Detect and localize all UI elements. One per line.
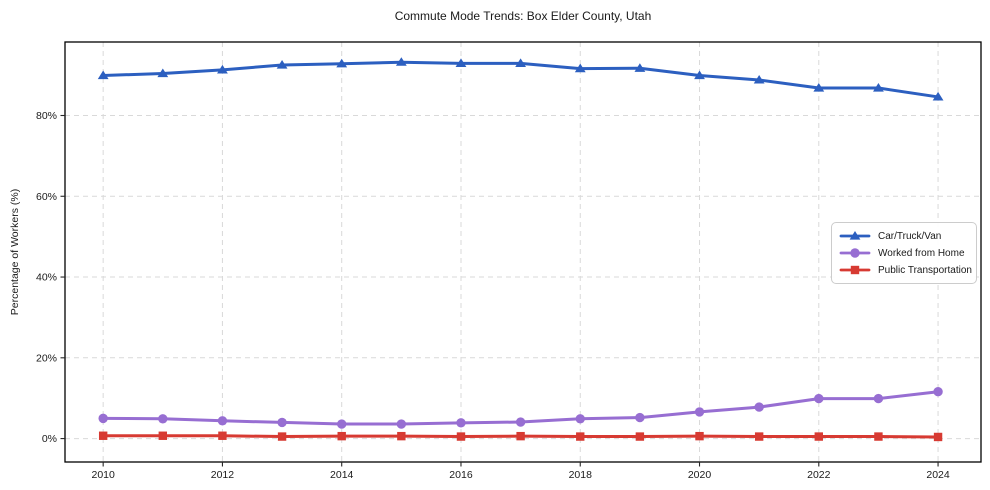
data-point-car-truck-van (694, 70, 705, 80)
data-point-public-transportation (695, 431, 704, 441)
data-point-public-transportation (337, 431, 346, 441)
data-point-worked-from-home (754, 402, 764, 412)
data-point-car-truck-van (813, 83, 825, 92)
y-tick-label: 40% (36, 272, 57, 284)
data-point-car-truck-van (515, 58, 527, 68)
data-point-car-truck-van (336, 58, 348, 68)
data-point-car-truck-van (395, 57, 407, 66)
data-point-car-truck-van (634, 63, 646, 72)
data-point-worked-from-home (158, 414, 168, 424)
data-point-public-transportation (158, 431, 168, 440)
data-point-public-transportation (576, 432, 585, 441)
square-line-marker-icon (839, 265, 871, 275)
data-point-worked-from-home (396, 419, 407, 429)
x-tick-label: 2020 (688, 469, 712, 481)
data-point-worked-from-home (277, 417, 287, 428)
data-point-public-transportation (933, 432, 943, 442)
x-tick-label: 2016 (449, 469, 473, 481)
data-point-public-transportation (456, 432, 466, 441)
data-point-car-truck-van (574, 63, 586, 73)
data-point-car-truck-van (873, 83, 884, 92)
legend: Car/Truck/Van Worked from Home Public Tr… (831, 222, 977, 284)
legend-glyph (849, 231, 861, 240)
data-point-worked-from-home (217, 416, 228, 426)
data-point-worked-from-home (575, 414, 585, 424)
data-point-public-transportation (397, 431, 406, 441)
data-point-public-transportation (814, 432, 823, 441)
data-point-worked-from-home (98, 413, 108, 424)
data-point-car-truck-van (276, 60, 288, 69)
legend-item-public-transportation: Public Transportation (839, 263, 972, 277)
legend-glyph (850, 248, 860, 258)
triangle-line-marker-icon (839, 231, 871, 240)
y-tick-label: 20% (36, 352, 57, 364)
axes-border (64, 41, 982, 463)
x-tick-label: 2022 (807, 469, 831, 481)
x-tick-label: 2012 (211, 469, 235, 481)
data-point-public-transportation (98, 431, 108, 440)
data-point-car-truck-van (753, 74, 765, 84)
data-point-worked-from-home (337, 419, 347, 429)
x-tick-label: 2010 (91, 469, 115, 481)
data-point-worked-from-home (456, 418, 466, 428)
data-point-worked-from-home (814, 393, 824, 404)
data-point-public-transportation (516, 431, 525, 441)
data-point-worked-from-home (933, 387, 943, 397)
data-point-car-truck-van (157, 68, 169, 78)
data-point-public-transportation (635, 432, 645, 441)
y-tick-label: 60% (36, 191, 57, 203)
data-point-car-truck-van (217, 64, 228, 74)
data-point-car-truck-van (97, 70, 109, 80)
data-point-public-transportation (754, 432, 764, 441)
data-point-worked-from-home (873, 393, 884, 404)
data-point-worked-from-home (694, 407, 705, 417)
legend-label: Car/Truck/Van (878, 230, 942, 242)
data-point-worked-from-home (515, 417, 526, 427)
data-point-public-transportation (874, 432, 883, 441)
legend-label: Worked from Home (878, 247, 965, 259)
x-tick-label: 2014 (330, 469, 354, 481)
data-point-car-truck-van (455, 58, 467, 68)
circle-line-marker-icon (839, 248, 871, 258)
legend-glyph (850, 265, 860, 275)
y-tick-label: 80% (36, 110, 57, 122)
chart-title: Commute Mode Trends: Box Elder County, U… (394, 9, 652, 23)
x-tick-label: 2018 (569, 469, 593, 481)
legend-label: Public Transportation (878, 264, 972, 276)
data-point-car-truck-van (932, 91, 944, 101)
y-tick-label: 0% (42, 433, 57, 445)
legend-item-car-truck-van: Car/Truck/Van (839, 229, 968, 243)
x-tick-label: 2024 (926, 469, 950, 481)
series-line-car-truck-van (101, 60, 940, 99)
data-point-worked-from-home (635, 412, 645, 423)
legend-item-worked-from-home: Worked from Home (839, 246, 968, 260)
data-point-public-transportation (218, 431, 227, 440)
data-point-public-transportation (277, 432, 287, 441)
